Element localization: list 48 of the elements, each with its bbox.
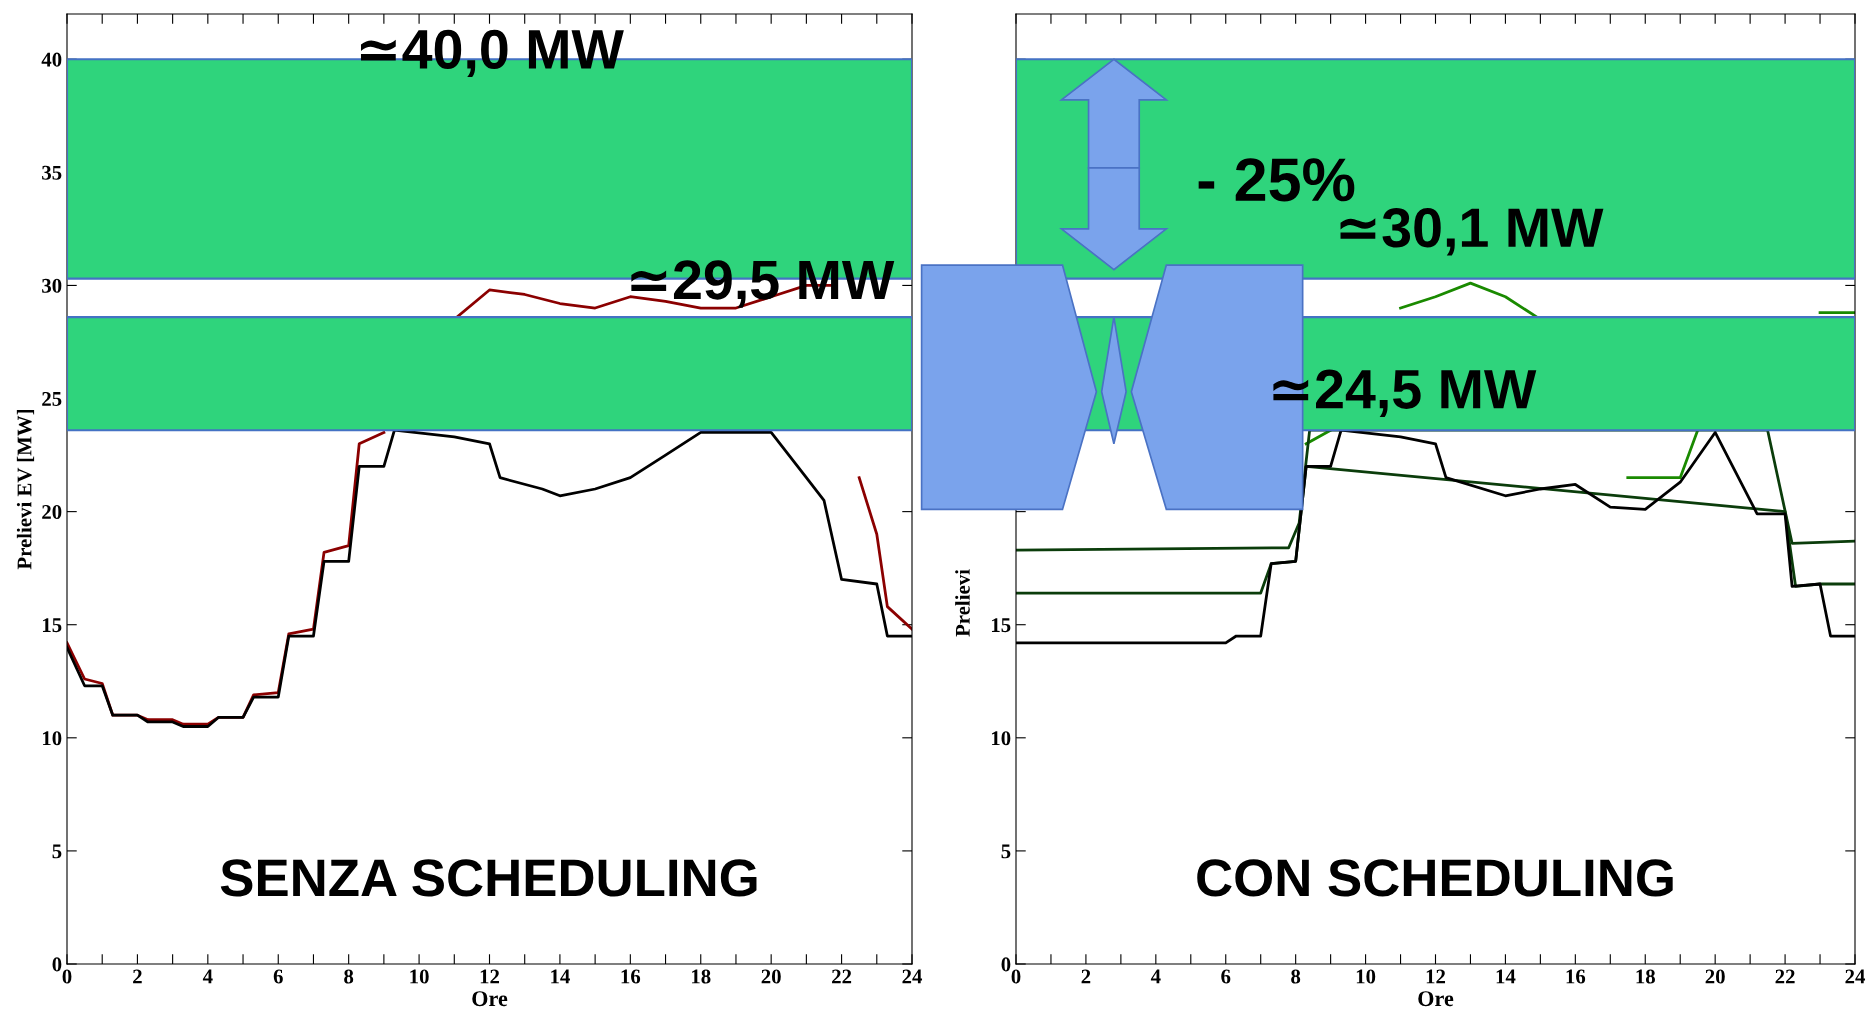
y-tick-label: 5	[1001, 844, 1011, 859]
y-tick-label: 15	[42, 618, 62, 633]
y-tick-label: 30	[42, 278, 62, 293]
x-tick-label: 8	[1291, 969, 1301, 984]
annotation: - 25%	[1198, 158, 1355, 202]
x-tick-label: 0	[1011, 969, 1021, 984]
y-tick-label: 10	[991, 731, 1011, 746]
band-label: ≃30,1 MW	[1340, 208, 1604, 256]
band-label: ≃24,5 MW	[1273, 369, 1537, 417]
y-axis-title: Prelievi EV [MW]	[16, 409, 35, 570]
text: SENZA SCHEDULING	[220, 859, 757, 897]
x-tick-label: 2	[133, 969, 142, 984]
x-tick-label: 10	[1356, 969, 1376, 984]
x-tick-label: 24	[1845, 969, 1866, 984]
x-tick-label: 24	[902, 969, 923, 984]
x-axis-title: Ore	[472, 991, 508, 1007]
x-tick-label: 18	[692, 969, 711, 984]
x-tick-label: 16	[1566, 969, 1586, 984]
y-tick-label: 0	[52, 957, 62, 972]
x-tick-label: 6	[1221, 969, 1231, 984]
y-tick-label: 5	[52, 844, 62, 859]
text: CON SCHEDULING	[1197, 859, 1673, 897]
x-tick-label: 12	[1426, 969, 1446, 984]
x-tick-label: 22	[1775, 969, 1795, 984]
x-tick-label: 14	[1496, 969, 1516, 984]
y-tick-label: 10	[42, 731, 62, 746]
x-tick-label: 6	[273, 969, 283, 984]
x-tick-label: 18	[1636, 969, 1655, 984]
y-tick-label: 35	[42, 165, 62, 180]
x-tick-label: 20	[761, 969, 781, 984]
y-axis-title: Prelievi	[955, 569, 970, 637]
x-tick-label: 12	[480, 969, 500, 984]
x-tick-label: 2	[1081, 969, 1091, 984]
y-tick-label: 40	[41, 52, 62, 67]
y-tick-label: 25	[42, 391, 62, 406]
x-tick-label: 4	[1150, 969, 1161, 984]
x-tick-label: 4	[202, 969, 213, 984]
x-tick-label: 14	[551, 969, 570, 984]
x-axis-title: Ore	[1418, 991, 1454, 1007]
x-tick-label: 8	[344, 969, 354, 984]
x-tick-label: 22	[832, 969, 852, 984]
x-tick-label: 10	[410, 969, 429, 984]
x-tick-label: 16	[621, 969, 641, 984]
y-tick-label: 15	[991, 618, 1011, 633]
x-tick-label: 20	[1705, 969, 1725, 984]
y-tick-label: 20	[42, 504, 62, 520]
y-tick-label: 0	[1001, 957, 1011, 972]
x-tick-label: 0	[62, 969, 72, 984]
